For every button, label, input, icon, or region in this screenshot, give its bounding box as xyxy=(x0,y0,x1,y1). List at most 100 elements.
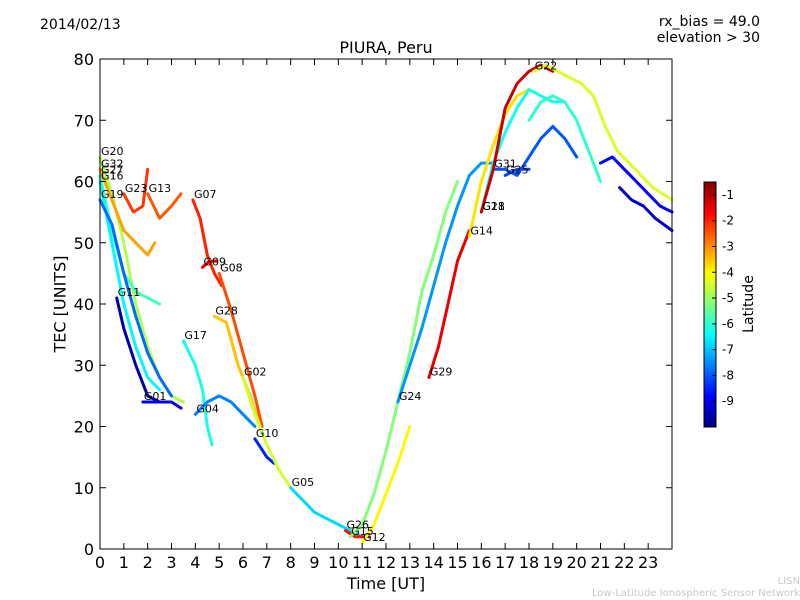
series-label-g14: G14 xyxy=(470,225,493,238)
x-tick-label: 21 xyxy=(590,553,610,572)
series-line-g13 xyxy=(146,192,183,220)
series-line-g19 xyxy=(98,198,173,398)
colorbar-tick-label: -5 xyxy=(722,291,734,305)
x-tick-label: 4 xyxy=(190,553,200,572)
series-label-g09: G09 xyxy=(203,255,226,268)
series-line-g02 xyxy=(241,376,316,514)
series-line-g23 xyxy=(122,167,150,214)
x-tick-label: 5 xyxy=(214,553,224,572)
rx-bias-text: rx_bias = 49.0 xyxy=(658,14,760,30)
series-line-g31 xyxy=(491,124,579,177)
series-line-unlabeled-29 xyxy=(527,94,602,183)
series-label-g13: G13 xyxy=(149,182,172,195)
x-tick-label: 2 xyxy=(143,553,153,572)
series-label-g08: G08 xyxy=(220,261,243,274)
colorbar-tick-label: -4 xyxy=(722,265,734,279)
series-label-g15: G15 xyxy=(351,525,374,538)
x-tick-label: 19 xyxy=(543,553,563,572)
series-line-g07 xyxy=(191,198,224,288)
x-tick-label: 3 xyxy=(166,553,176,572)
series-label-g18: G18 xyxy=(482,200,505,213)
credit-label: LISN Low-Latitude Ionospheric Sensor Net… xyxy=(592,576,800,600)
colorbar-tick-label: -3 xyxy=(722,239,734,253)
date-label: 2014/02/13 xyxy=(40,17,121,33)
series-label-g26: G26 xyxy=(346,519,369,532)
series-label-g25: G25 xyxy=(506,163,529,176)
x-tick-label: 16 xyxy=(471,553,491,572)
series-line-g16 xyxy=(98,180,162,392)
series-label-g20: G20 xyxy=(101,145,124,158)
colorbar-tick-label: -6 xyxy=(722,317,734,331)
series-label-g27: G27 xyxy=(101,163,124,176)
y-tick-label: 30 xyxy=(74,356,94,375)
series-line-unlabeled-31 xyxy=(618,186,674,232)
series-label-g02: G02 xyxy=(244,366,267,379)
x-axis-ticks: 0 1 2 3 4 5 6 7 8 9 10 11 12 13 14 15 16 17 18 19 20 21 22 23 xyxy=(95,59,658,572)
colorbar-tick-label: -1 xyxy=(722,188,734,202)
x-tick-label: 6 xyxy=(238,553,248,572)
series-line-g08 xyxy=(217,271,264,428)
series-label-g12: G12 xyxy=(363,531,386,544)
series-label-g32: G32 xyxy=(101,157,124,170)
series-line-g15 xyxy=(348,180,459,539)
series-line-g09 xyxy=(201,259,219,269)
x-tick-label: 15 xyxy=(447,553,467,572)
x-tick-label: 8 xyxy=(286,553,296,572)
elevation-text: elevation > 30 xyxy=(656,30,760,46)
colorbar-tick-label: -2 xyxy=(722,214,734,228)
x-tick-label: 0 xyxy=(95,553,105,572)
x-axis-label: Time [UT] xyxy=(346,574,426,593)
series-line-g11 xyxy=(115,296,162,404)
series-label-g31: G31 xyxy=(494,157,517,170)
series-label-g23: G23 xyxy=(125,182,148,195)
x-tick-label: 7 xyxy=(262,553,272,572)
y-tick-label: 50 xyxy=(74,234,94,253)
series-label-g19: G19 xyxy=(101,188,124,201)
series-line-g32 xyxy=(98,167,157,257)
series-line-g25 xyxy=(503,167,531,177)
series-label-g10: G10 xyxy=(256,427,279,440)
series-label-g16: G16 xyxy=(101,170,124,183)
y-tick-label: 70 xyxy=(74,111,94,130)
credit-line-2: Low-Latitude Ionospheric Sensor Network xyxy=(592,588,800,599)
series-label-g17: G17 xyxy=(184,329,207,342)
chart-title: PIURA, Peru xyxy=(339,38,433,57)
colorbar xyxy=(703,181,717,428)
series-line-g21 xyxy=(479,88,567,214)
x-tick-label: 22 xyxy=(614,553,634,572)
series-label-g11: G11 xyxy=(118,286,141,299)
y-axis-ticks: 0 10 20 30 40 50 60 70 80 xyxy=(74,50,672,559)
series-line-g12 xyxy=(360,425,412,545)
colorbar-tick-label: -7 xyxy=(722,343,734,357)
series-label-g22: G22 xyxy=(535,59,558,72)
series-line-g29 xyxy=(427,229,471,379)
series-line-g04 xyxy=(193,394,257,428)
series-label-g05: G05 xyxy=(292,476,315,489)
x-tick-label: 1 xyxy=(119,553,129,572)
series-line-g10 xyxy=(253,437,276,465)
series-line-g01 xyxy=(141,400,183,410)
x-tick-label: 20 xyxy=(566,553,586,572)
series-label-g24: G24 xyxy=(399,390,422,403)
y-tick-label: 10 xyxy=(74,479,94,498)
x-tick-label: 14 xyxy=(423,553,443,572)
series-label-g29: G29 xyxy=(430,366,453,379)
colorbar-tick-label: -9 xyxy=(722,394,734,408)
series-line-g24 xyxy=(396,161,495,404)
x-tick-label: 17 xyxy=(495,553,515,572)
y-tick-label: 20 xyxy=(74,418,94,437)
colorbar-tick-label: -8 xyxy=(722,368,734,382)
credit-line-1: LISN xyxy=(777,576,800,587)
series-line-g17 xyxy=(181,339,214,447)
bias-label: rx_bias = 49.0 elevation > 30 xyxy=(657,14,760,46)
series-line-g22 xyxy=(532,63,674,202)
x-tick-label: 11 xyxy=(352,553,372,572)
series-line-g18 xyxy=(479,63,555,214)
series-label-g28: G28 xyxy=(215,304,238,317)
colorbar-ticks: -1 -2 -3 -4 -5 -6 -7 -8 -9 xyxy=(712,188,734,408)
x-tick-label: 13 xyxy=(400,553,420,572)
x-tick-label: 12 xyxy=(376,553,396,572)
y-tick-label: 80 xyxy=(74,50,94,69)
